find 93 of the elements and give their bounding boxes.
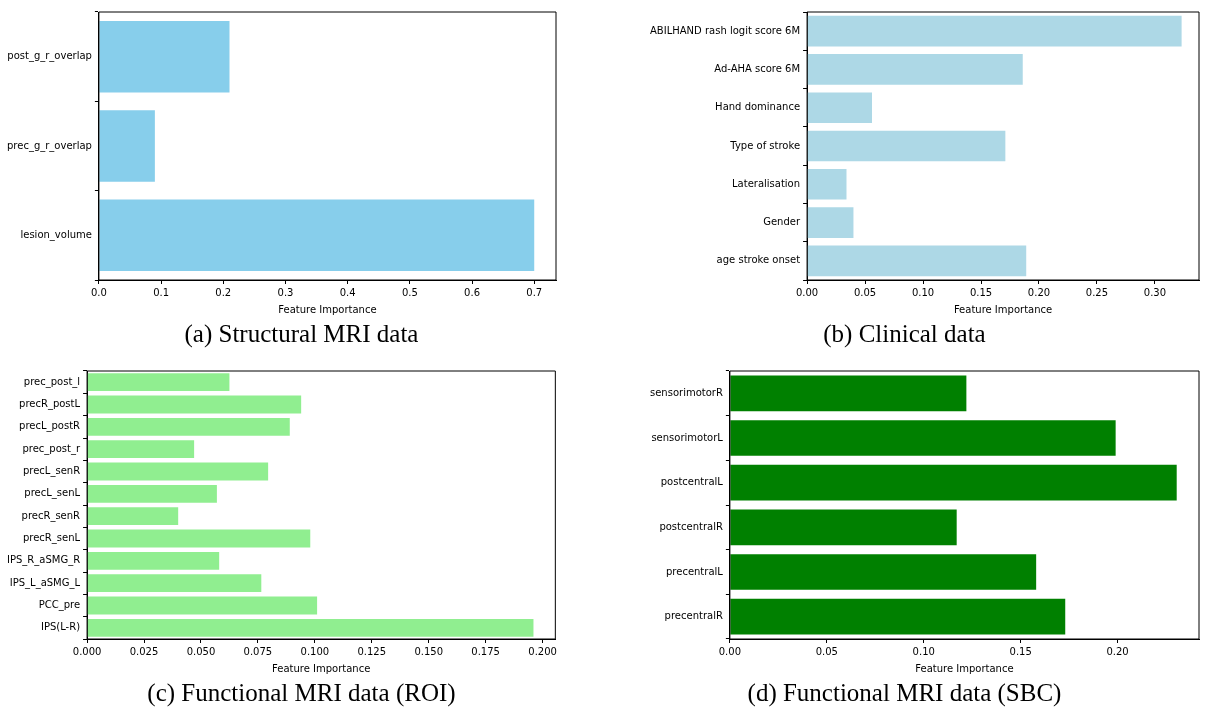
y-tick-label: IPS_L_aSMG_L [9, 576, 81, 589]
x-tick-label: 0.5 [401, 286, 418, 298]
x-tick-label: 0.15 [1009, 645, 1032, 657]
bar [730, 420, 1116, 456]
bar [807, 245, 1027, 277]
x-tick-label: 0.7 [526, 286, 543, 298]
x-tick-label: 0.100 [300, 645, 330, 657]
x-tick-label: 0.175 [471, 645, 500, 657]
y-tick-label: prec_post_r [22, 442, 81, 455]
x-tick-label: 0.3 [277, 286, 294, 298]
text: (d) Functional MRI data (SBC) [746, 679, 1063, 707]
x-tick-label: 0.05 [815, 645, 838, 657]
x-tick-label: 0.025 [129, 645, 159, 657]
x-tick-label: 0.10 [911, 286, 935, 298]
bar [87, 417, 290, 436]
bar [807, 92, 872, 124]
bar [87, 462, 269, 481]
bar [99, 20, 230, 93]
y-tick-label: post_g_r_overlap [7, 50, 92, 63]
bar [807, 130, 1006, 162]
bar [807, 207, 854, 238]
bar [87, 373, 230, 392]
x-axis-title: Feature Importance [272, 662, 371, 674]
x-tick-label: 0.2 [215, 286, 232, 298]
x-tick-label: 0.00 [718, 645, 742, 657]
x-tick-label: 0.10 [912, 645, 935, 657]
y-tick-label: prec_g_r_overlap [7, 139, 92, 152]
x-axis-title: Feature Importance [278, 303, 377, 315]
y-tick-label: Type of stroke [729, 139, 801, 151]
text: (a) Structural MRI data [183, 320, 420, 348]
bar [730, 375, 967, 412]
y-tick-label: Gender [763, 216, 801, 228]
x-axis-title: Feature Importance [953, 303, 1053, 315]
bar [87, 618, 534, 637]
bar [87, 395, 302, 414]
bar [730, 598, 1066, 635]
y-tick-label: IPS_R_aSMG_R [7, 554, 81, 567]
x-tick-label: 0.150 [414, 645, 444, 657]
y-tick-label: precR_senL [22, 532, 81, 545]
x-tick-label: 0.05 [853, 286, 877, 298]
bar [87, 440, 195, 459]
y-tick-label: precR_postL [19, 398, 81, 411]
y-tick-label: sensorimotorL [651, 431, 724, 443]
y-tick-label: Hand dominance [715, 101, 801, 113]
x-tick-label: 0.4 [339, 286, 356, 298]
bar [99, 110, 155, 182]
bar [87, 507, 179, 526]
x-tick-label: 0.15 [969, 286, 993, 298]
x-tick-label: 0.20 [1027, 286, 1051, 298]
y-tick-label: precR_senR [21, 509, 81, 522]
x-tick-label: 0.20 [1106, 645, 1129, 657]
bar [87, 484, 217, 503]
x-tick-label: 0.30 [1143, 286, 1167, 298]
x-tick-label: 0.075 [243, 645, 273, 657]
x-tick-label: 0.125 [357, 645, 387, 657]
bar [807, 54, 1023, 85]
y-tick-label: PCC_pre [38, 599, 81, 612]
y-tick-label: IPS(L-R) [40, 621, 81, 633]
bar [730, 464, 1177, 501]
bar [807, 168, 847, 200]
y-tick-label: precentralR [664, 610, 723, 622]
text: (c) Functional MRI data (ROI) [146, 679, 457, 707]
y-tick-label: postcentralL [660, 476, 724, 488]
x-tick-label: 0.050 [186, 645, 216, 657]
y-tick-label: age stroke onset [716, 254, 801, 266]
y-tick-label: Ad-AHA score 6M [714, 63, 801, 75]
bar [87, 551, 220, 570]
y-tick-label: postcentralR [659, 520, 723, 532]
y-tick-label: precL_postR [19, 420, 81, 433]
x-tick-label: 0.25 [1085, 286, 1109, 298]
x-tick-label: 0.1 [153, 286, 170, 298]
bar [87, 574, 262, 593]
bar [87, 529, 311, 548]
x-tick-label: 0.0 [90, 286, 107, 298]
bar [730, 509, 957, 546]
y-tick-label: precentralL [665, 565, 724, 577]
bar [730, 554, 1037, 590]
bar [99, 199, 535, 272]
x-tick-label: 0.00 [795, 286, 819, 298]
y-tick-label: prec_post_l [23, 375, 81, 388]
x-tick-label: 0.6 [464, 286, 480, 298]
x-axis-title: Feature Importance [915, 662, 1014, 674]
x-tick-label: 0.200 [528, 645, 557, 657]
bar [87, 596, 318, 615]
y-tick-label: lesion_volume [20, 228, 92, 241]
y-tick-label: precL_senR [22, 465, 81, 478]
y-tick-label: sensorimotorR [649, 386, 723, 398]
y-tick-label: precL_senL [24, 487, 81, 500]
y-tick-label: Lateralisation [732, 177, 801, 189]
x-tick-label: 0.000 [72, 645, 102, 657]
bar [807, 15, 1182, 47]
y-tick-label: ABILHAND rash logit score 6M [649, 24, 801, 36]
text: (b) Clinical data [822, 320, 987, 348]
